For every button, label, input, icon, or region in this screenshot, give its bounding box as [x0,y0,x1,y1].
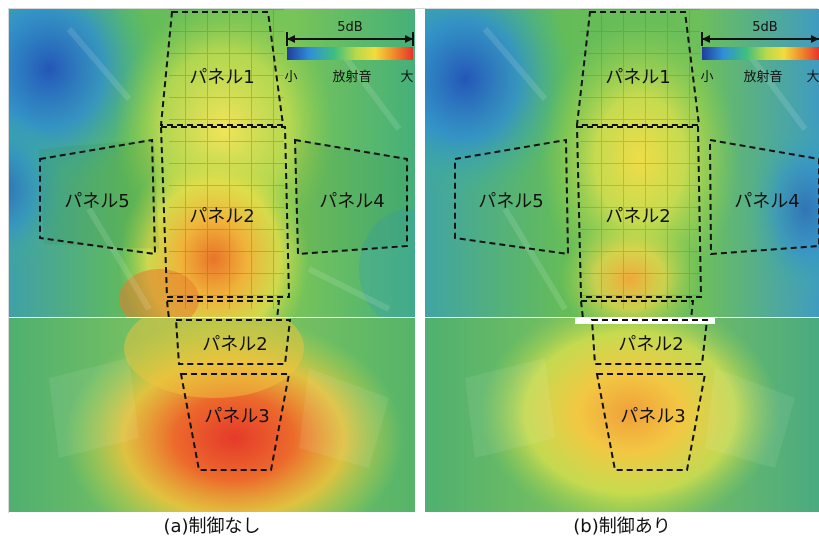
legend-b: 5dB 小 放射音 大 [700,20,819,85]
panel1-outline-b [575,11,701,126]
legend-a: 5dB 小 放射音 大 [284,20,414,85]
heatmap-a-bottom-view: パネル2 パネル3 [9,318,415,512]
label-panel1: パネル1 [189,67,254,88]
panel4-outline [293,138,408,256]
panel2-outline-b [575,126,703,298]
label-panel2-b: パネル2 [605,206,670,227]
legend-span-label: 5dB [337,20,362,35]
panel4-outline-b [708,138,819,256]
label-panel2-lower: パネル2 [202,334,267,355]
panel-lower-outline [165,300,281,317]
label-panel5-b: パネル5 [478,191,543,212]
heatmap-b-top-view: パネル1 パネル2 パネル4 パネル5 5dB 小 放射音 大 [425,9,819,317]
panel1-outline [159,11,285,126]
label-panel4-b: パネル4 [734,191,799,212]
panel5-outline [39,138,157,256]
legend-title: 放射音 [332,69,371,85]
panel2-outline [159,126,291,298]
panel3-outline [179,373,291,471]
label-panel3-b: パネル3 [620,406,685,427]
label-panel2: パネル2 [189,206,254,227]
label-panel2-lower-b: パネル2 [618,334,683,355]
legend-title-b: 放射音 [743,69,782,85]
legend-low-label-b: 小 [700,70,713,85]
label-panel4: パネル4 [319,191,384,212]
caption-with-control: (b)制御あり [573,516,671,537]
legend-low-label: 小 [284,70,297,85]
panel3-outline-b [595,373,707,471]
label-panel3: パネル3 [204,406,269,427]
legend-high-label-b: 大 [806,70,819,85]
legend-high-label: 大 [400,70,413,85]
legend-span-label-b: 5dB [752,20,777,35]
colorbar [287,47,413,60]
panel-lower-outline-b [579,300,695,317]
panel5-outline-b [454,138,570,256]
heatmap-a-top-view: パネル1 パネル2 パネル4 パネル5 5dB 小 放射音 大 [9,9,415,317]
label-panel5: パネル5 [64,191,129,212]
caption-without-control: (a)制御なし [163,516,261,537]
label-panel1-b: パネル1 [605,67,670,88]
heatmap-b-bottom-view: パネル2 パネル3 [425,318,819,512]
panel2-outline-lower-b [590,319,709,365]
colorbar-b [702,47,819,60]
panel2-outline-lower [174,319,292,365]
